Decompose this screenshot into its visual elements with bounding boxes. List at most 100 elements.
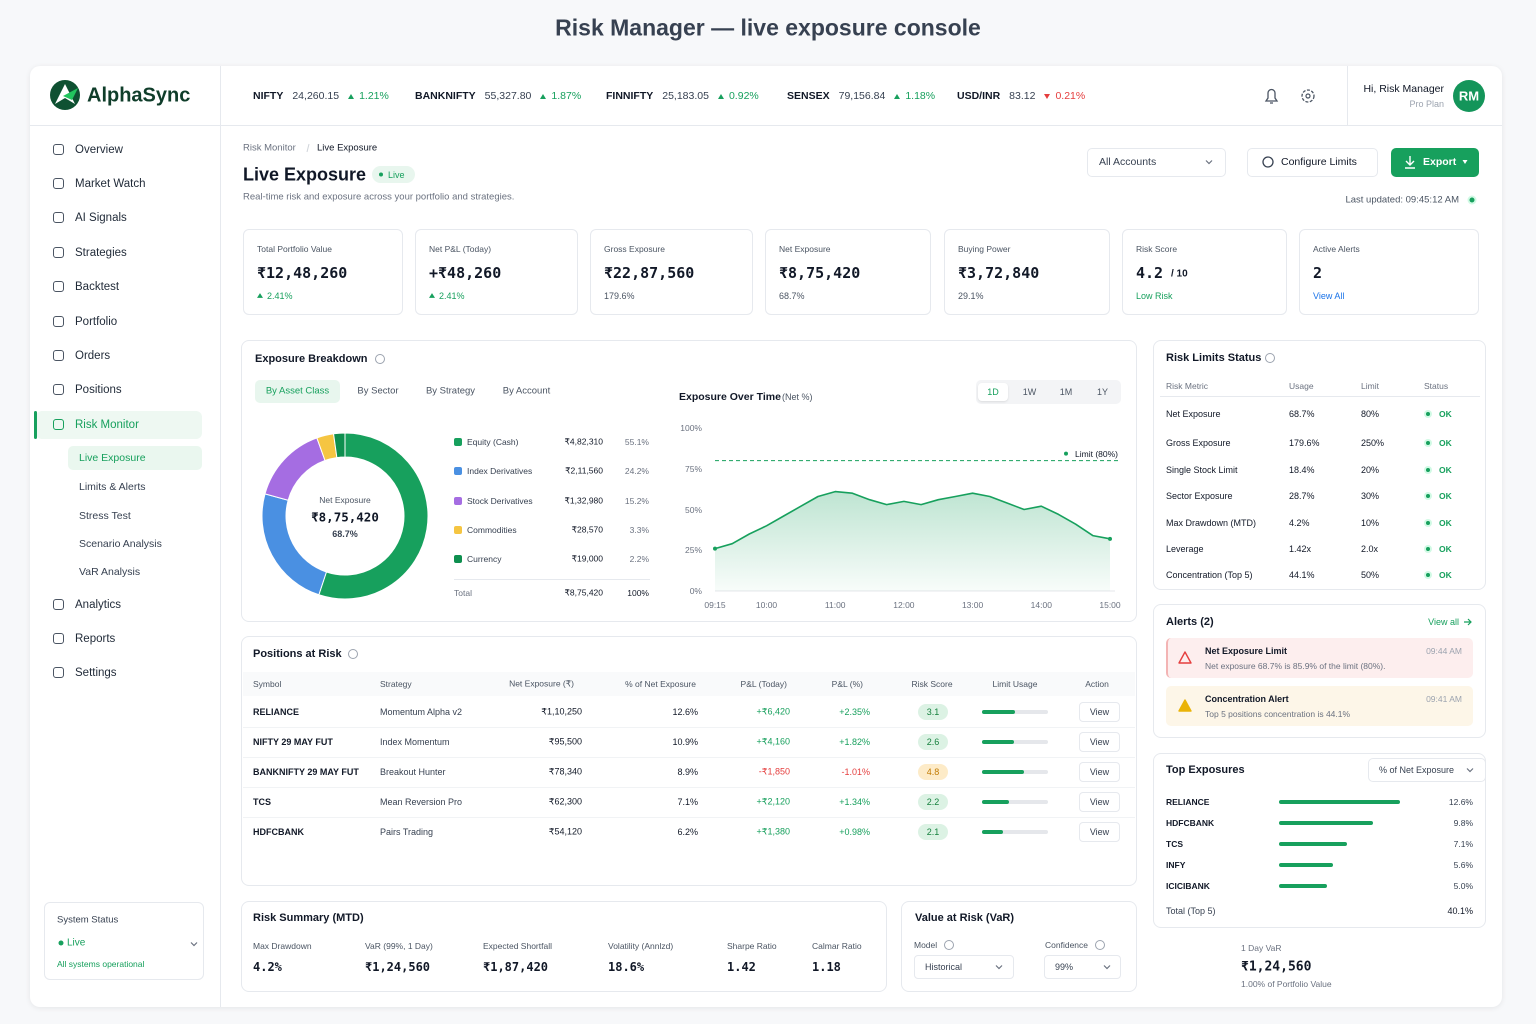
nav-item[interactable]: AI Signals [75, 212, 127, 224]
nav-item[interactable]: Market Watch [75, 178, 146, 190]
tab-active [255, 380, 340, 403]
view-button-label[interactable]: View [1089, 827, 1110, 837]
range-option[interactable]: 1D [987, 387, 999, 397]
column-header: P&L (%) [831, 679, 863, 689]
kpi-sub: 2.41% [267, 291, 293, 301]
tab[interactable]: By Sector [357, 385, 399, 397]
nav-item[interactable]: Risk Monitor [75, 419, 139, 431]
account-select[interactable] [1087, 148, 1226, 177]
nav-item[interactable]: Settings [75, 667, 117, 679]
view-button-label[interactable]: View [1089, 797, 1110, 807]
tab[interactable]: By Strategy [425, 385, 476, 397]
configure-button[interactable] [1247, 148, 1378, 177]
cell-share: 10.9% [672, 737, 698, 747]
nav-item[interactable]: Orders [75, 350, 111, 362]
status-dot [1426, 547, 1430, 551]
panel-title: Risk Limits Status [1166, 352, 1262, 364]
view-button-label[interactable]: View [1089, 707, 1110, 717]
usage-track [982, 710, 1048, 714]
subnav-item[interactable]: Limits & Alerts [79, 481, 146, 493]
view-button-label[interactable]: View [1089, 737, 1110, 747]
live-badge [372, 166, 415, 183]
kpi-card [765, 229, 931, 315]
cell-share: 12.6% [672, 707, 698, 717]
ticker: BANKNIFTY 55,327.80 1.87% [415, 90, 581, 102]
column-header: Risk Metric [1166, 381, 1209, 391]
exposure-symbol: INFY [1166, 860, 1186, 870]
alert-card[interactable] [1166, 686, 1473, 726]
kpi-value: +₹48,260 [429, 264, 502, 282]
nav-item[interactable]: Backtest [75, 281, 120, 293]
arrow-up [257, 293, 263, 298]
nav-item[interactable]: Analytics [75, 599, 122, 611]
view-button[interactable] [1079, 822, 1120, 842]
range-option[interactable]: 1W [1022, 387, 1037, 397]
field-label: Confidence [1045, 940, 1089, 950]
view-button[interactable] [1079, 762, 1120, 782]
nav-icon [53, 247, 64, 258]
avatar[interactable] [1453, 80, 1485, 112]
metric-value: ₹1,24,560 [365, 960, 431, 974]
nav-item[interactable]: Strategies [75, 247, 127, 259]
arrow-up [717, 93, 724, 99]
var-value: ₹1,24,560 [1241, 959, 1312, 975]
metric-label: VaR (99%, 1 Day) [365, 941, 433, 951]
table-cell: 18.4% [1289, 465, 1315, 475]
table-cell: 250% [1361, 438, 1385, 448]
x-tick-label: 13:00 [961, 600, 984, 610]
sidebar-divider [220, 66, 221, 1007]
page-subtitle: Real-time risk and exposure across your … [243, 191, 515, 203]
page-title: Risk Manager — live exposure console [555, 14, 981, 41]
exposure-value: 12.6% [1448, 797, 1473, 807]
subnav-item[interactable]: VaR Analysis [79, 566, 141, 578]
x-tick-label: 14:00 [1030, 600, 1052, 610]
donut-segment [318, 432, 429, 600]
status-dot [58, 940, 64, 946]
subnav-item[interactable]: Live Exposure [79, 452, 146, 464]
column-header: Net Exposure (₹) [509, 678, 574, 689]
alert-card[interactable] [1166, 638, 1473, 678]
view-all-link[interactable]: View all [1428, 617, 1459, 627]
row-divider [243, 727, 1135, 728]
range-option[interactable]: 1Y [1096, 387, 1109, 397]
risk-score: 2.2 [926, 797, 940, 807]
kpi-value: 2 [1313, 264, 1323, 282]
y-tick-label: 0% [689, 586, 702, 596]
donut-segment [332, 432, 346, 459]
subnav-item[interactable]: Stress Test [79, 510, 131, 522]
view-button[interactable] [1079, 792, 1120, 812]
kpi-sub[interactable]: View All [1313, 291, 1345, 301]
legend-share: 3.3% [629, 525, 649, 535]
breadcrumb[interactable]: Risk Monitor [243, 142, 296, 154]
nav-item[interactable]: Positions [75, 384, 122, 396]
legend-divider [454, 579, 650, 580]
nav-item[interactable]: Reports [75, 633, 116, 645]
alert-text: Net exposure 68.7% is 85.9% of the limit… [1205, 661, 1386, 671]
cell-strategy: Breakout Hunter [380, 767, 446, 777]
exposure-value: 9.8% [1453, 818, 1473, 828]
alert-icon [1178, 651, 1192, 664]
nav-item[interactable]: Portfolio [75, 316, 118, 328]
chevron [1103, 965, 1111, 970]
row-divider [243, 817, 1135, 818]
select-value: Historical [925, 962, 963, 972]
range-option[interactable]: 1M [1059, 387, 1073, 397]
legend-amount: ₹2,11,560 [565, 465, 603, 476]
metric-label: Expected Shortfall [483, 941, 552, 951]
view-button[interactable] [1079, 702, 1120, 722]
view-button[interactable] [1079, 732, 1120, 752]
info-icon [1095, 940, 1105, 950]
arrow-up [348, 93, 355, 99]
metric-select[interactable] [1368, 758, 1486, 782]
kpi-card [1299, 229, 1479, 315]
tab[interactable]: By Account [502, 385, 551, 397]
cell-share: 8.9% [677, 767, 698, 777]
ticker-price: 83.12 [1009, 90, 1036, 102]
view-button-label[interactable]: View [1089, 767, 1110, 777]
table-cell: Gross Exposure [1166, 438, 1231, 448]
chevron [190, 942, 198, 947]
tab[interactable]: By Asset Class [265, 385, 330, 397]
subnav-item[interactable]: Scenario Analysis [79, 538, 162, 550]
kpi-value: ₹12,48,260 [257, 264, 348, 282]
nav-item[interactable]: Overview [75, 144, 123, 156]
